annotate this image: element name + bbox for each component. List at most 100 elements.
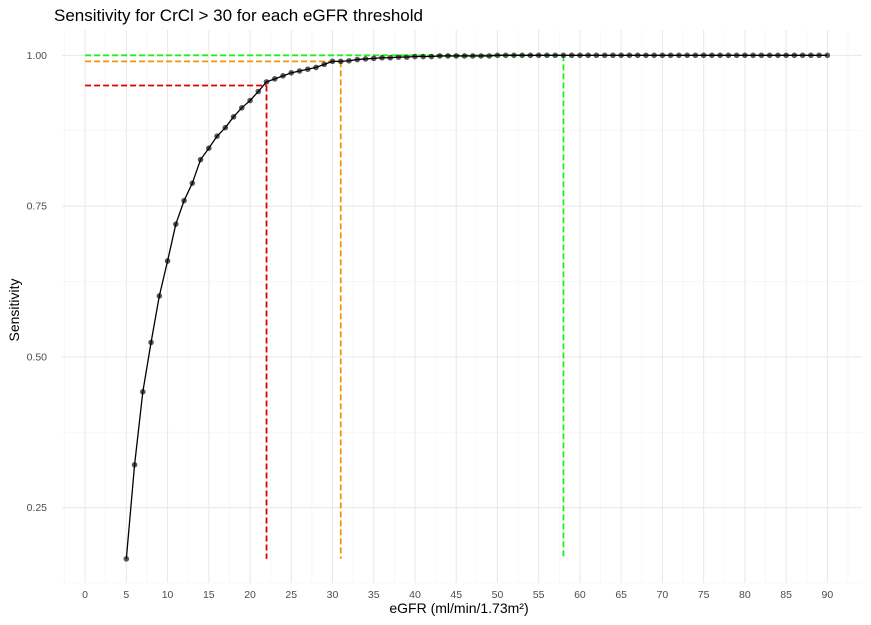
y-tick-label: 0.25 (27, 502, 48, 514)
data-point (535, 52, 542, 59)
data-point (412, 53, 418, 60)
data-point (453, 53, 460, 59)
data-point (156, 293, 163, 299)
data-point (304, 66, 311, 72)
data-point (494, 52, 501, 59)
data-point (329, 58, 336, 65)
x-tick-label: 90 (822, 589, 834, 601)
data-point (271, 76, 278, 82)
data-point (568, 52, 575, 59)
data-point (214, 133, 220, 139)
data-point (659, 52, 666, 59)
data-point (824, 52, 831, 59)
x-tick-label: 80 (739, 589, 751, 601)
data-point (709, 52, 715, 59)
data-point (206, 145, 212, 151)
data-point (601, 52, 608, 59)
x-tick-label: 35 (368, 589, 380, 601)
data-point (560, 52, 567, 59)
y-tick-label: 0.75 (27, 201, 48, 213)
data-point (651, 52, 657, 59)
data-point (313, 64, 319, 71)
x-tick-label: 50 (492, 589, 504, 601)
data-point (667, 52, 674, 59)
data-point (321, 61, 328, 68)
data-point (238, 104, 245, 111)
data-point (362, 56, 369, 62)
data-point (445, 53, 451, 59)
series (123, 52, 831, 562)
data-point (593, 52, 600, 59)
data-point (123, 556, 130, 562)
data-point (700, 52, 707, 59)
data-point (626, 52, 633, 59)
x-tick-label: 5 (123, 589, 129, 601)
x-axis-title: eGFR (ml/min/1.73m²) (389, 600, 528, 616)
data-point (816, 52, 822, 59)
data-point (379, 54, 385, 61)
y-axis-title: Sensitivity (6, 278, 22, 341)
data-point (486, 53, 493, 59)
data-point (799, 52, 806, 59)
data-point (428, 53, 435, 60)
data-point (766, 52, 773, 59)
data-point (173, 221, 179, 227)
x-tick-label: 75 (698, 589, 710, 601)
data-point (692, 52, 699, 59)
data-point (791, 52, 798, 59)
data-point (181, 197, 187, 204)
data-point (288, 70, 295, 76)
data-point (725, 52, 732, 59)
data-point (478, 53, 484, 59)
data-point (519, 52, 526, 59)
data-point (280, 73, 286, 79)
data-point (197, 156, 204, 163)
y-axis-ticks: 0.25 0.50 0.75 1.00 (27, 50, 48, 514)
data-point (634, 52, 641, 59)
x-tick-label: 30 (327, 589, 339, 601)
data-point (775, 52, 781, 59)
data-point (469, 53, 476, 59)
data-point (552, 52, 558, 59)
data-point (502, 52, 509, 59)
data-point (230, 114, 237, 120)
data-point (610, 52, 616, 59)
data-point (783, 52, 789, 59)
y-tick-label: 0.50 (27, 351, 48, 363)
data-point (676, 52, 682, 59)
data-point (189, 180, 196, 186)
data-point (577, 52, 583, 59)
data-point (395, 54, 402, 60)
data-point (742, 52, 748, 59)
x-axis-ticks: 0 5 10 15 20 25 30 35 40 45 50 55 60 65 70 75 80 85 90 (82, 589, 833, 601)
data-point (461, 53, 468, 59)
data-point (420, 53, 427, 60)
data-point (585, 52, 591, 59)
x-tick-label: 55 (533, 589, 545, 601)
x-tick-label: 70 (657, 589, 669, 601)
data-point (750, 52, 756, 59)
x-tick-label: 65 (615, 589, 627, 601)
data-point (511, 52, 517, 59)
grid (62, 30, 862, 584)
x-tick-label: 15 (203, 589, 215, 601)
data-point (758, 52, 765, 59)
data-point (337, 58, 344, 65)
data-point (717, 52, 723, 59)
data-point (148, 339, 154, 346)
data-point (346, 57, 352, 64)
data-point (403, 54, 410, 60)
x-tick-label: 20 (244, 589, 256, 601)
data-point (263, 79, 270, 85)
y-tick-label: 1.00 (27, 50, 48, 62)
data-point (222, 124, 229, 131)
data-point (255, 88, 262, 95)
data-point (131, 462, 138, 468)
data-point (643, 52, 649, 59)
data-point (164, 258, 171, 264)
data-point (684, 52, 690, 59)
data-point (296, 68, 303, 74)
data-point (387, 54, 394, 61)
x-tick-label: 0 (82, 589, 88, 601)
